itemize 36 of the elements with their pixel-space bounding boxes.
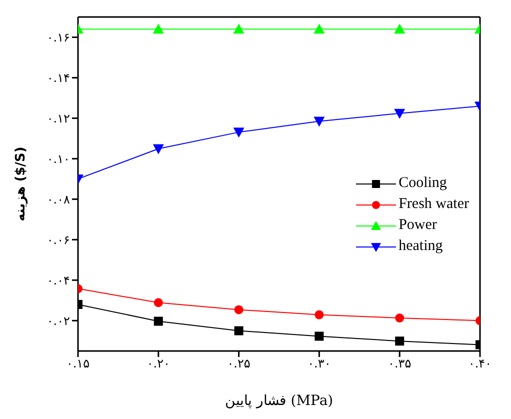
y-tick-label: ۰.۱۰ [46, 152, 70, 166]
point [394, 24, 406, 34]
point [233, 128, 244, 138]
legend-label: Fresh water [398, 196, 469, 213]
point [152, 24, 164, 34]
point [233, 24, 244, 34]
y-tick-label: ۰.۰۶ [46, 232, 70, 247]
point [234, 305, 244, 314]
legend-label: Cooling [398, 175, 447, 192]
x-tick-label: ۰.۳۰ [308, 356, 331, 371]
y-tick-label: ۰.۱۶ [46, 30, 70, 44]
x-tick-label: ۰.۲۵ [227, 356, 250, 371]
point [154, 298, 163, 308]
point [314, 24, 325, 34]
y-tick-label: ۰.۰۲ [46, 314, 70, 328]
y-tick-label: ۰.۰۴ [46, 273, 70, 288]
x-tick-label: ۰.۲۰ [146, 356, 170, 371]
legend-label: Power [398, 217, 437, 234]
point [314, 116, 325, 127]
x-axis-title: فشار پایین (MPa) [224, 392, 334, 409]
point [314, 310, 324, 320]
x-tick-label: ۰.۳۵ [388, 356, 412, 371]
point [152, 144, 164, 154]
y-tick-label: ۰.۱۴ [46, 70, 70, 85]
point [154, 316, 163, 326]
x-tick-label: ۰.۱۵ [66, 356, 90, 371]
point [394, 108, 406, 119]
point [395, 336, 404, 346]
point [395, 314, 404, 323]
y-tick-label: ۰.۱۲ [46, 111, 70, 126]
point [234, 326, 244, 336]
y-axis-title: هزینه ($/S) [14, 146, 29, 222]
x-tick-label: ۰.۴۰ [468, 356, 492, 371]
legend-label: heating [398, 238, 443, 255]
point [314, 332, 324, 341]
y-tick-label: ۰.۰۸ [46, 192, 71, 206]
